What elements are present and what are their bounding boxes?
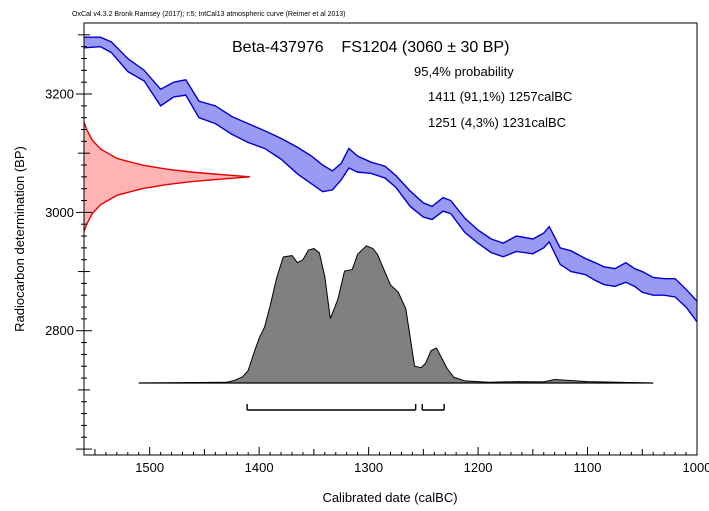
x-tick-label: 1100	[574, 460, 602, 475]
measurement-distribution-line	[84, 122, 251, 232]
posterior-distribution-fill	[138, 245, 654, 383]
axes: 1500 1400 1300 1200 1100 1000 2800 3000 3200	[45, 34, 709, 475]
x-tick-label: 1500	[135, 460, 164, 475]
y-axis-label: Radiocarbon determination (BP)	[12, 146, 27, 332]
plot-area	[84, 36, 697, 411]
calibration-curve-lower	[84, 45, 697, 323]
probability-heading: 95,4% probability	[414, 64, 514, 79]
posterior-distribution-line	[138, 245, 654, 384]
y-tick-label: 3000	[45, 205, 74, 220]
chart-title: Beta-437976 FS1204 (3060 ± 30 BP)	[232, 39, 509, 56]
y-tick-label: 3200	[45, 87, 74, 102]
x-tick-label: 1400	[245, 460, 274, 475]
x-tick-label: 1200	[464, 460, 493, 475]
range-bar-1	[246, 404, 417, 411]
y-tick-label: 2800	[45, 323, 74, 338]
x-tick-label: 1000	[683, 460, 709, 475]
x-tick-label: 1300	[354, 460, 383, 475]
software-header: OxCal v4.3.2 Bronk Ramsey (2017); r:5; I…	[72, 11, 346, 18]
range-label-1: 1411 (91,1%) 1257calBC	[428, 89, 572, 104]
calibration-curve-band	[84, 37, 697, 322]
measurement-distribution-fill	[84, 122, 250, 232]
x-axis-label: Calibrated date (calBC)	[322, 490, 457, 505]
calibration-curve-upper	[84, 36, 697, 302]
range-label-2: 1251 (4,3%) 1231calBC	[428, 115, 566, 130]
range-bar-2	[421, 404, 445, 411]
